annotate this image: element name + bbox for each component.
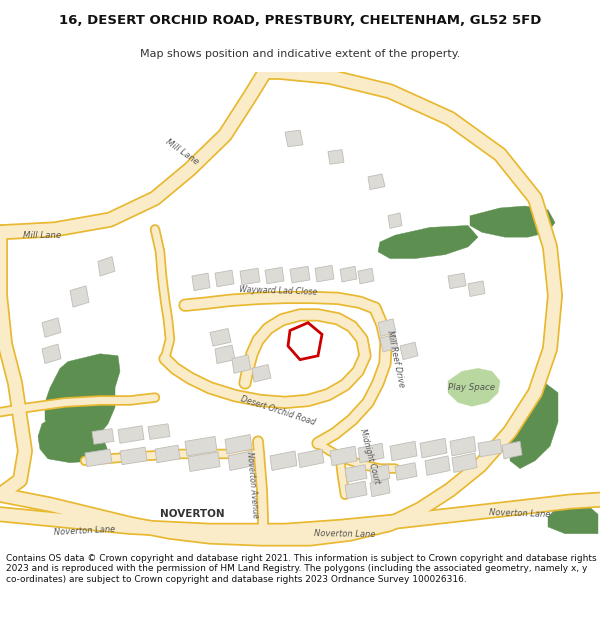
Polygon shape — [328, 149, 344, 164]
Polygon shape — [358, 443, 384, 462]
Polygon shape — [155, 445, 180, 462]
Polygon shape — [38, 420, 110, 462]
Polygon shape — [420, 438, 447, 458]
Text: Map shows position and indicative extent of the property.: Map shows position and indicative extent… — [140, 49, 460, 59]
Text: Noverton Lane: Noverton Lane — [54, 524, 116, 537]
Polygon shape — [228, 451, 254, 471]
Polygon shape — [358, 268, 374, 284]
Polygon shape — [210, 329, 231, 346]
Polygon shape — [450, 436, 476, 456]
Polygon shape — [330, 446, 357, 466]
Text: 16, DESERT ORCHID ROAD, PRESTBURY, CHELTENHAM, GL52 5FD: 16, DESERT ORCHID ROAD, PRESTBURY, CHELT… — [59, 14, 541, 27]
Polygon shape — [425, 456, 450, 476]
Polygon shape — [70, 286, 89, 307]
Polygon shape — [215, 345, 235, 364]
Polygon shape — [470, 206, 555, 237]
Polygon shape — [468, 281, 485, 296]
Text: Noverton Lane: Noverton Lane — [489, 508, 551, 519]
Polygon shape — [118, 426, 144, 443]
Text: Midnight Court: Midnight Court — [358, 428, 382, 484]
Polygon shape — [148, 424, 170, 439]
Text: Noverton Lane: Noverton Lane — [314, 529, 376, 539]
Polygon shape — [232, 355, 251, 373]
Polygon shape — [85, 449, 112, 467]
Polygon shape — [378, 319, 396, 336]
Polygon shape — [120, 447, 147, 464]
Polygon shape — [192, 273, 210, 291]
Polygon shape — [380, 334, 398, 352]
Polygon shape — [345, 464, 367, 482]
Polygon shape — [288, 322, 322, 359]
Polygon shape — [510, 383, 558, 469]
Polygon shape — [285, 130, 303, 147]
Polygon shape — [252, 364, 271, 382]
Text: Mill Lane: Mill Lane — [164, 137, 200, 166]
Polygon shape — [452, 453, 477, 472]
Polygon shape — [368, 174, 385, 189]
Polygon shape — [42, 318, 61, 338]
Text: Play Space: Play Space — [449, 383, 496, 392]
Polygon shape — [370, 479, 390, 497]
Polygon shape — [370, 464, 390, 482]
Polygon shape — [448, 273, 466, 289]
Polygon shape — [290, 266, 310, 283]
Polygon shape — [378, 226, 478, 259]
Polygon shape — [98, 257, 115, 276]
Polygon shape — [270, 451, 297, 471]
Text: Noverton Avenue: Noverton Avenue — [245, 451, 259, 519]
Polygon shape — [92, 429, 114, 444]
Polygon shape — [478, 439, 502, 457]
Polygon shape — [390, 441, 417, 461]
Polygon shape — [340, 266, 357, 282]
Polygon shape — [448, 368, 500, 406]
Polygon shape — [188, 452, 220, 471]
Polygon shape — [185, 436, 217, 456]
Polygon shape — [388, 213, 402, 228]
Text: NOVERTON: NOVERTON — [160, 509, 224, 519]
Polygon shape — [502, 441, 522, 459]
Text: Contains OS data © Crown copyright and database right 2021. This information is : Contains OS data © Crown copyright and d… — [6, 554, 596, 584]
Polygon shape — [225, 434, 252, 454]
Polygon shape — [240, 268, 260, 285]
Polygon shape — [215, 270, 234, 287]
Text: Mill Reef Drive: Mill Reef Drive — [385, 329, 406, 388]
Polygon shape — [548, 504, 598, 534]
Polygon shape — [395, 462, 417, 480]
Polygon shape — [315, 266, 334, 282]
Polygon shape — [345, 481, 367, 499]
Polygon shape — [42, 344, 61, 364]
Text: Wayward Lad Close: Wayward Lad Close — [239, 285, 317, 296]
Text: Mill Lane: Mill Lane — [23, 231, 61, 240]
Polygon shape — [265, 268, 284, 284]
Polygon shape — [298, 449, 324, 468]
Polygon shape — [400, 342, 418, 359]
Polygon shape — [45, 354, 120, 436]
Text: Desert Orchid Road: Desert Orchid Road — [239, 394, 317, 426]
